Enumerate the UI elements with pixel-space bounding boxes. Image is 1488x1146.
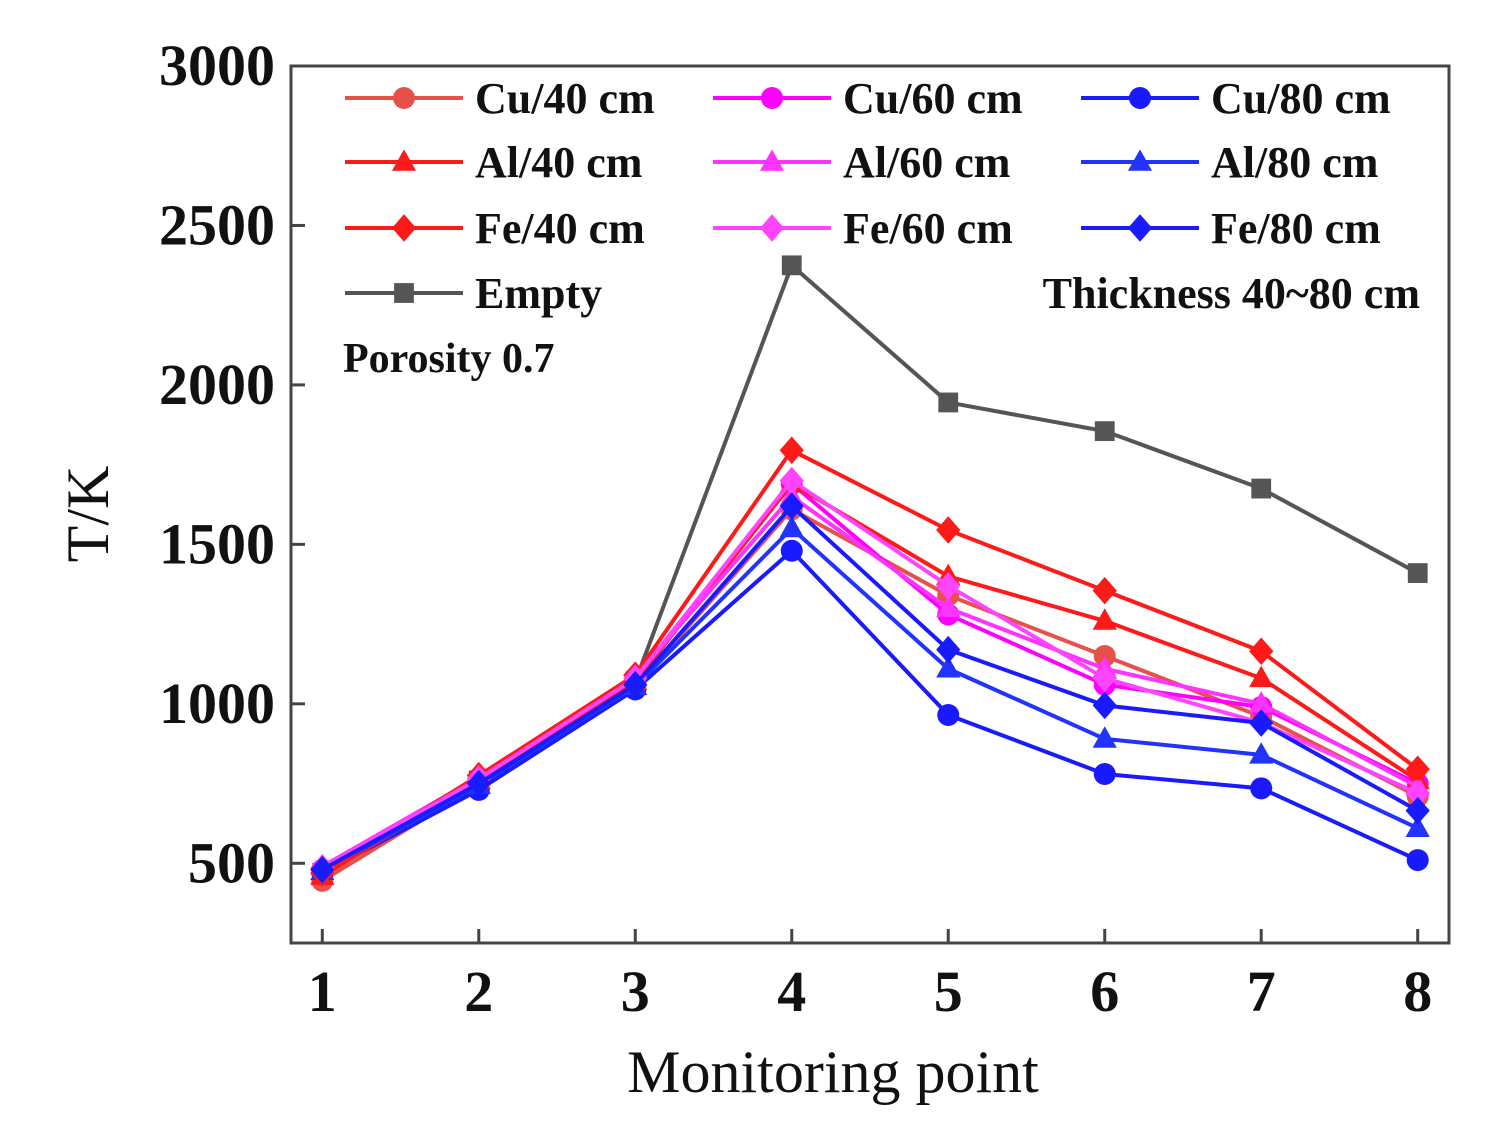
data-point xyxy=(310,855,335,884)
axes-layer: 500 1000 1500 2000 2500 3000 1 2 3 4 5 6 7 8 xyxy=(159,33,1432,1024)
legend-label: Fe/80 cm xyxy=(1211,204,1381,253)
data-point xyxy=(1093,644,1116,667)
data-point xyxy=(781,255,802,276)
legend-marker xyxy=(394,283,414,303)
legend-marker xyxy=(391,149,417,171)
y-tick-label: 3000 xyxy=(159,33,275,98)
data-point xyxy=(936,595,961,617)
legend-item: Cu/60 cm xyxy=(713,74,1023,123)
legend-marker xyxy=(391,214,417,242)
data-point xyxy=(1094,421,1115,442)
data-point xyxy=(1092,608,1117,630)
legend-item: Cu/40 cm xyxy=(345,74,655,123)
x-axis-title: Monitoring point xyxy=(627,1039,1039,1105)
plot-frame xyxy=(289,64,1451,945)
data-point xyxy=(1249,709,1274,737)
data-point xyxy=(936,635,961,664)
data-point xyxy=(780,539,803,562)
legend: Cu/40 cm Cu/60 cm Cu/80 cm Al/40 cm Al/60 cm… xyxy=(345,74,1391,318)
annotation-porosity: Porosity 0.7 xyxy=(343,336,555,382)
data-point xyxy=(466,769,491,798)
series-fe-80-cm xyxy=(310,492,1430,884)
legend-marker xyxy=(759,149,785,171)
data-point xyxy=(1405,779,1430,807)
legend-marker xyxy=(761,87,783,109)
data-point xyxy=(1406,849,1429,872)
data-point xyxy=(623,670,648,699)
series-fe-40-cm xyxy=(310,436,1430,887)
data-point xyxy=(1405,796,1430,825)
legend-label: Fe/40 cm xyxy=(475,204,645,253)
x-tick-label: 4 xyxy=(777,959,806,1024)
y-axis-title: T/K xyxy=(55,466,121,563)
data-point xyxy=(1092,726,1117,748)
x-tick-label: 8 xyxy=(1403,959,1432,1024)
series-line xyxy=(321,478,1419,870)
x-tick-label: 6 xyxy=(1090,959,1119,1024)
data-point xyxy=(1249,691,1274,713)
legend-item: Fe/40 cm xyxy=(345,204,645,253)
legend-marker xyxy=(1127,214,1153,242)
data-point xyxy=(1092,691,1117,720)
legend-item: Al/60 cm xyxy=(713,138,1010,187)
legend-label: Cu/80 cm xyxy=(1211,74,1391,123)
legend-item: Al/80 cm xyxy=(1081,138,1378,187)
data-point xyxy=(779,492,804,520)
legend-label: Empty xyxy=(475,269,602,318)
legend-marker xyxy=(393,87,415,109)
legend-marker xyxy=(1129,87,1151,109)
data-point xyxy=(937,703,960,726)
legend-item: Fe/80 cm xyxy=(1081,204,1381,253)
data-point xyxy=(1249,637,1274,665)
data-point xyxy=(1405,815,1430,837)
data-point xyxy=(1249,742,1274,764)
x-tick-label: 2 xyxy=(464,959,493,1024)
y-tick-label: 1500 xyxy=(159,511,275,576)
data-point xyxy=(1092,576,1117,605)
legend-label: Al/60 cm xyxy=(843,138,1010,187)
x-tick-label: 1 xyxy=(308,959,337,1024)
legend-item: Al/40 cm xyxy=(345,138,642,187)
data-point xyxy=(779,515,804,538)
data-point xyxy=(1407,563,1428,583)
legend-marker xyxy=(1127,149,1153,171)
legend-label: Cu/60 cm xyxy=(843,74,1023,123)
data-point xyxy=(1251,478,1272,499)
series-line xyxy=(321,507,1419,883)
x-tick-label: 7 xyxy=(1247,959,1276,1024)
data-point xyxy=(1405,755,1430,783)
y-tick-label: 1000 xyxy=(159,671,275,736)
series-line xyxy=(321,548,1419,875)
data-point xyxy=(779,436,804,465)
data-point xyxy=(938,392,959,413)
legend-label: Al/40 cm xyxy=(475,138,642,187)
data-point xyxy=(779,466,804,495)
series-line xyxy=(321,504,1419,872)
series-layer xyxy=(310,255,1430,892)
x-tick-label: 5 xyxy=(934,959,963,1024)
data-point xyxy=(936,656,961,678)
data-point xyxy=(936,516,961,544)
data-point xyxy=(1093,762,1116,785)
legend-item: Cu/80 cm xyxy=(1081,74,1391,123)
legend-marker xyxy=(759,214,785,242)
y-tick-label: 500 xyxy=(188,830,275,895)
legend-label: Al/80 cm xyxy=(1211,138,1378,187)
data-point xyxy=(936,572,961,600)
data-point xyxy=(1092,664,1117,693)
legend-label: Cu/40 cm xyxy=(475,74,655,123)
data-point xyxy=(1250,777,1273,800)
legend-label: Fe/60 cm xyxy=(843,204,1013,253)
series-line xyxy=(321,448,1419,875)
legend-item: Empty xyxy=(345,269,602,318)
annotation-thickness: Thickness 40~80 cm xyxy=(1043,269,1420,318)
legend-item: Fe/60 cm xyxy=(713,204,1013,253)
x-tick-label: 3 xyxy=(621,959,650,1024)
y-tick-label: 2500 xyxy=(159,192,275,257)
y-tick-label: 2000 xyxy=(159,352,275,417)
data-point xyxy=(1249,665,1274,688)
